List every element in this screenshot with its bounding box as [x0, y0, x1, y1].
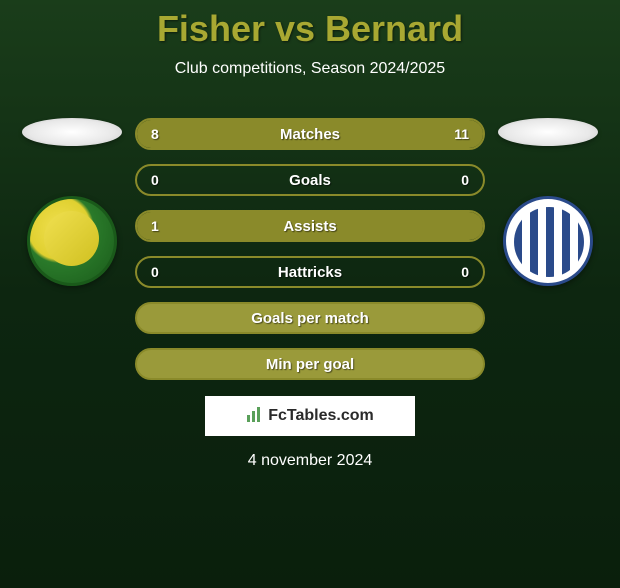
stat-row-hattricks: 0 Hattricks 0 — [135, 256, 485, 288]
stat-value-left: 0 — [151, 264, 159, 280]
stat-value-left: 8 — [151, 126, 159, 142]
player-right-oval — [498, 118, 598, 146]
stat-row-min-per-goal: Min per goal — [135, 348, 485, 380]
page-title: Fisher vs Bernard — [0, 8, 620, 50]
subtitle: Club competitions, Season 2024/2025 — [0, 60, 620, 78]
stat-value-right: 0 — [461, 172, 469, 188]
stat-label: Goals — [289, 172, 331, 189]
player-left-oval — [22, 118, 122, 146]
stat-row-goals: 0 Goals 0 — [135, 164, 485, 196]
stat-row-matches: 8 Matches 11 — [135, 118, 485, 150]
stat-value-right: 11 — [454, 126, 469, 142]
player-left-side — [17, 118, 127, 286]
stat-label: Goals per match — [251, 310, 369, 327]
club-badge-right — [503, 196, 593, 286]
stat-value-left: 0 — [151, 172, 159, 188]
watermark-text: FcTables.com — [268, 407, 374, 425]
stat-row-assists: 1 Assists — [135, 210, 485, 242]
stat-value-right: 0 — [461, 264, 469, 280]
date-text: 4 november 2024 — [0, 452, 620, 470]
badge-left-inner — [44, 211, 99, 266]
stat-label: Assists — [283, 218, 336, 235]
club-badge-left — [27, 196, 117, 286]
comparison-container: 8 Matches 11 0 Goals 0 1 Assists 0 Hattricks 0 Goal… — [0, 118, 620, 380]
stat-label: Hattricks — [278, 264, 342, 281]
stat-row-goals-per-match: Goals per match — [135, 302, 485, 334]
stat-value-left: 1 — [151, 218, 159, 234]
badge-right-stripes — [514, 207, 584, 277]
stat-label: Matches — [280, 126, 340, 143]
player-right-side — [493, 118, 603, 286]
chart-icon — [246, 405, 264, 428]
stat-label: Min per goal — [266, 356, 354, 373]
stats-container: 8 Matches 11 0 Goals 0 1 Assists 0 Hattricks 0 Goal… — [135, 118, 485, 380]
watermark: FcTables.com — [205, 396, 415, 436]
